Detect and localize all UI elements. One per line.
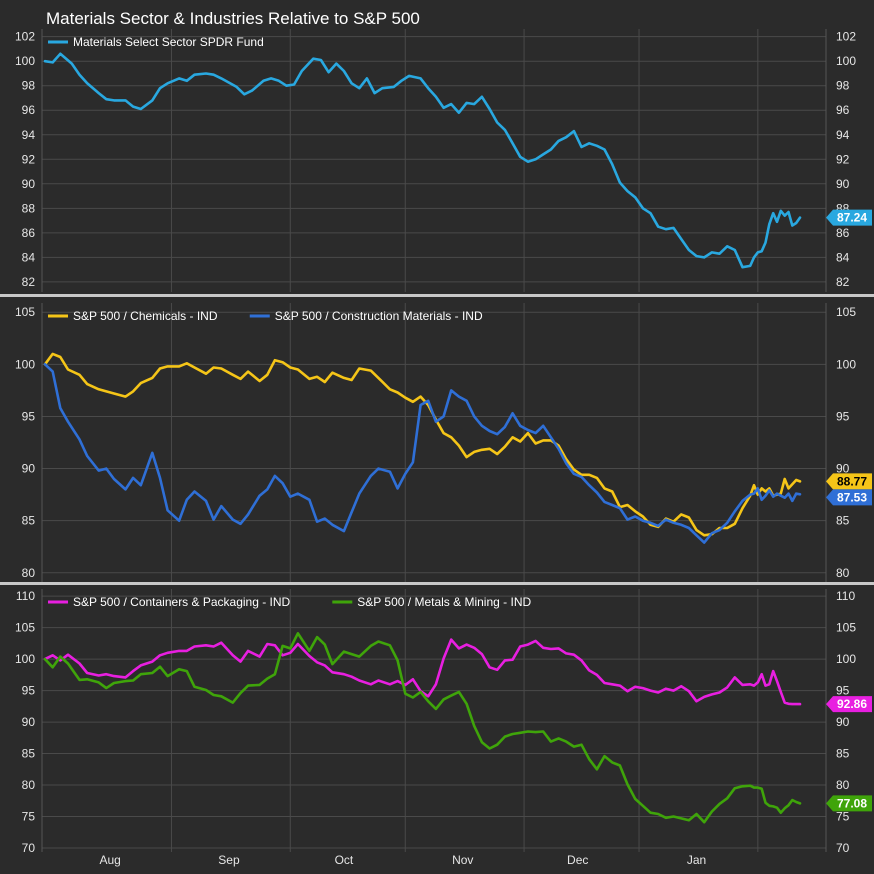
y-tick-label-right: 102 [836, 30, 856, 44]
series-line [43, 632, 802, 824]
y-tick-label-right: 90 [836, 177, 850, 191]
x-tick-label: Nov [452, 853, 473, 867]
y-tick-label-left: 75 [22, 810, 36, 824]
panel-background [0, 29, 874, 292]
panel-separator [0, 582, 874, 585]
y-tick-label-left: 100 [15, 357, 35, 371]
y-tick-label-right: 95 [836, 684, 850, 698]
y-tick-label-right: 70 [836, 841, 850, 855]
y-tick-label-right: 100 [836, 357, 856, 371]
last-value-label: 77.08 [837, 796, 867, 810]
last-value-tag [826, 489, 872, 506]
y-tick-label-left: 80 [22, 778, 36, 792]
y-tick-label-right: 80 [836, 778, 850, 792]
legend-label: S&P 500 / Containers & Packaging - IND [73, 595, 291, 609]
y-tick-label-left: 105 [15, 621, 35, 635]
y-tick-label-left: 88 [22, 201, 36, 215]
y-tick-label-right: 105 [836, 305, 856, 319]
y-tick-label-right: 85 [836, 514, 850, 528]
legend-label: S&P 500 / Construction Materials - IND [275, 309, 483, 323]
y-tick-label-left: 98 [22, 79, 36, 93]
y-tick-label-right: 94 [836, 128, 850, 142]
y-tick-label-left: 85 [22, 514, 36, 528]
y-tick-label-left: 105 [15, 305, 35, 319]
y-tick-label-left: 70 [22, 841, 36, 855]
series-line [43, 363, 802, 544]
y-tick-label-left: 102 [15, 30, 35, 44]
y-tick-label-left: 90 [22, 462, 36, 476]
last-value-tag [826, 795, 872, 812]
y-tick-label-right: 98 [836, 79, 850, 93]
y-tick-label-right: 90 [836, 462, 850, 476]
last-value-label: 88.77 [837, 474, 867, 488]
y-tick-label-right: 100 [836, 54, 856, 68]
x-tick-label: Sep [218, 853, 240, 867]
legend-label: S&P 500 / Chemicals - IND [73, 309, 218, 323]
y-tick-label-left: 85 [22, 747, 36, 761]
legend-label: S&P 500 / Metals & Mining - IND [357, 595, 531, 609]
y-tick-label-left: 90 [22, 715, 36, 729]
x-tick-label: Oct [335, 853, 354, 867]
y-tick-label-right: 80 [836, 566, 850, 580]
y-tick-label-left: 94 [22, 128, 36, 142]
y-tick-label-left: 82 [22, 275, 36, 289]
y-tick-label-right: 100 [836, 652, 856, 666]
y-tick-label-left: 80 [22, 566, 36, 580]
y-tick-label-right: 84 [836, 250, 850, 264]
y-tick-label-right: 86 [836, 226, 850, 240]
last-value-label: 87.24 [837, 211, 867, 225]
panel-background [0, 303, 874, 582]
x-tick-label: Jan [687, 853, 706, 867]
last-value-tag [826, 696, 872, 713]
chart-title: Materials Sector & Industries Relative t… [46, 9, 420, 28]
y-tick-label-right: 75 [836, 810, 850, 824]
y-tick-label-left: 92 [22, 152, 36, 166]
legend-label: Materials Select Sector SPDR Fund [73, 35, 264, 49]
y-tick-label-right: 90 [836, 715, 850, 729]
y-tick-label-left: 110 [16, 589, 35, 603]
panel-background [0, 589, 874, 852]
y-tick-label-right: 85 [836, 747, 850, 761]
y-tick-label-left: 84 [22, 250, 36, 264]
y-tick-label-right: 105 [836, 621, 856, 635]
y-tick-label-left: 96 [22, 103, 36, 117]
series-line [43, 52, 802, 269]
x-tick-label: Dec [567, 853, 588, 867]
x-tick-label: Aug [99, 853, 120, 867]
panel-separator [0, 294, 874, 297]
y-tick-label-right: 92 [836, 152, 850, 166]
y-tick-label-right: 95 [836, 409, 850, 423]
y-tick-label-right: 96 [836, 103, 850, 117]
y-tick-label-right: 82 [836, 275, 850, 289]
last-value-tag [826, 209, 872, 226]
y-tick-label-right: 110 [836, 589, 855, 603]
y-tick-label-left: 100 [15, 54, 35, 68]
series-line [43, 638, 802, 706]
y-tick-label-left: 100 [15, 652, 35, 666]
last-value-tag [826, 473, 872, 490]
y-tick-label-left: 86 [22, 226, 36, 240]
last-value-label: 87.53 [837, 490, 867, 504]
y-tick-label-left: 95 [22, 409, 36, 423]
y-tick-label-left: 95 [22, 684, 36, 698]
y-tick-label-left: 90 [22, 177, 36, 191]
last-value-label: 92.86 [837, 697, 867, 711]
